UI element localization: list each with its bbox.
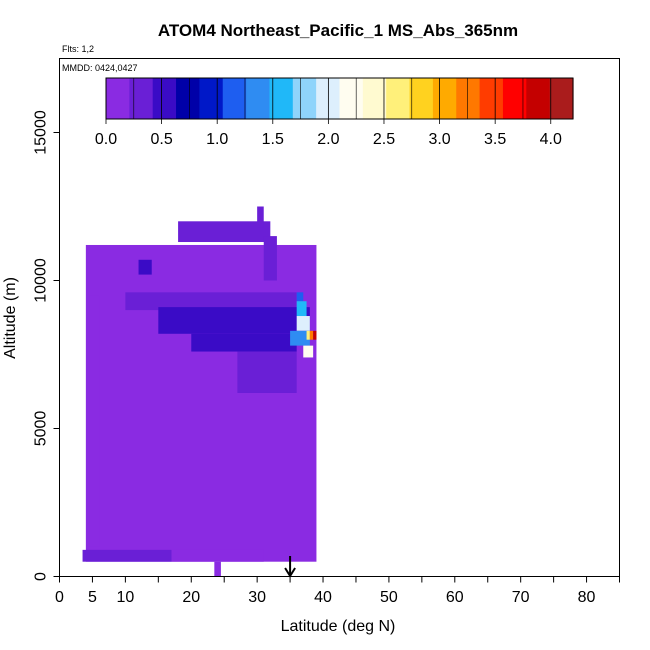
colorbar-segment — [176, 78, 200, 119]
x-tick-label: 10 — [116, 589, 134, 606]
y-tick-label: 10000 — [33, 258, 50, 303]
colorbar-segment — [526, 78, 551, 119]
heatmap-cell — [158, 307, 310, 334]
colorbar-segment — [456, 78, 481, 119]
colorbar-segment — [199, 78, 224, 119]
colorbar-tick-label: 4.0 — [540, 131, 562, 148]
colorbar-segment — [409, 78, 434, 119]
heatmap-cell — [171, 549, 264, 562]
x-tick-label: 40 — [314, 589, 332, 606]
colorbar-segment — [479, 78, 504, 119]
heatmap-cell — [89, 295, 100, 547]
y-tick-label: 5000 — [33, 411, 50, 447]
x-tick-label: 80 — [578, 589, 596, 606]
y-tick-label: 15000 — [33, 110, 50, 155]
heatmap-cell — [290, 330, 310, 346]
heatmap-cell — [296, 301, 307, 317]
x-tick-label: 30 — [248, 589, 266, 606]
colorbar-segment — [386, 78, 411, 119]
colorbar-segment — [129, 78, 154, 119]
colorbar-segment — [269, 78, 294, 119]
colorbar-segment — [292, 78, 317, 119]
heatmap-cell — [296, 292, 304, 302]
x-axis: 0 5 10 20 30 40 50 60 70 80 — [55, 576, 620, 606]
colorbar-segment — [502, 78, 527, 119]
colorbar-segment — [246, 78, 271, 119]
heatmap-cell — [138, 259, 152, 275]
heatmap-cell — [191, 333, 297, 352]
chart-title: ATOM4 Northeast_Pacific_1 MS_Abs_365nm — [158, 21, 518, 40]
colorbar-segment — [106, 78, 130, 119]
heatmap-cell — [237, 351, 297, 393]
heatmap-cell — [257, 206, 264, 228]
heatmap-cells — [82, 206, 317, 577]
colorbar-segment — [432, 78, 457, 119]
colorbar-segment — [362, 78, 387, 119]
heatmap-cell — [296, 316, 310, 331]
x-tick-label: 20 — [182, 589, 200, 606]
colorbar-tick-label: 2.0 — [317, 131, 339, 148]
latitude-marker-arrow-icon — [284, 556, 296, 578]
heatmap-cell — [313, 330, 317, 340]
x-tick-label: 0 — [55, 589, 64, 606]
heatmap-cell — [263, 236, 277, 281]
x-axis-label: Latitude (deg N) — [281, 618, 396, 635]
colorbar-segment — [549, 78, 574, 119]
heatmap-cell — [303, 345, 314, 358]
colorbar-segment — [339, 78, 364, 119]
marker-arrow-head — [284, 567, 296, 578]
y-axis-label: Altitude (m) — [2, 277, 19, 359]
heatmap-cell — [125, 292, 297, 311]
heatmap-cell — [309, 330, 314, 340]
colorbar-tick-label: 3.0 — [428, 131, 450, 148]
colorbar-tick-label: 3.5 — [484, 131, 506, 148]
x-tick-label: 5 — [88, 589, 97, 606]
heatmap-cell — [214, 561, 221, 577]
colorbar-segment — [152, 78, 177, 119]
colorbar-segment — [222, 78, 247, 119]
colorbar-tick-label: 2.5 — [373, 131, 395, 148]
heatmap-cell — [82, 549, 172, 562]
plot-frame — [59, 58, 620, 577]
y-axis: 0 5000 10000 15000 — [33, 110, 60, 581]
dates-label: MMDD: 0424,0427 — [62, 63, 138, 73]
x-tick-label: 70 — [512, 589, 530, 606]
flights-label: Flts: 1,2 — [62, 44, 94, 54]
colorbar-tick-label: 1.0 — [206, 131, 228, 148]
x-tick-label: 60 — [446, 589, 464, 606]
x-tick-label: 50 — [380, 589, 398, 606]
heatmap-cell — [178, 221, 271, 243]
colorbar-tick-label: 0.5 — [150, 131, 172, 148]
colorbar-tick-label: 1.5 — [262, 131, 284, 148]
colorbar: 0.0 0.5 1.0 1.5 2.0 2.5 3.0 3.5 4.0 — [95, 77, 574, 148]
heatmap-cell — [306, 330, 310, 340]
y-tick-label: 0 — [33, 572, 50, 581]
colorbar-tick-label: 0.0 — [95, 131, 117, 148]
